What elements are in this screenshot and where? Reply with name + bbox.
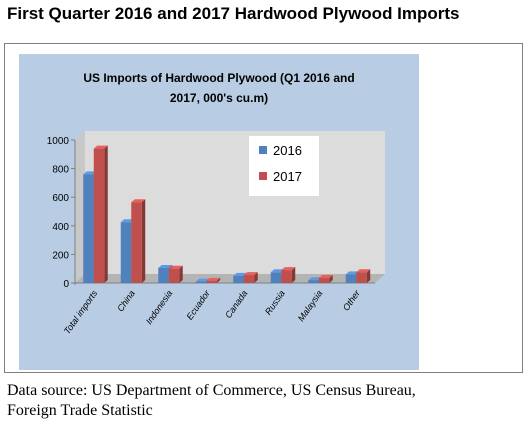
- chart-title-line2: 2017, 000's cu.m): [170, 91, 268, 105]
- bar-top: [281, 267, 296, 271]
- bar-side: [104, 145, 108, 283]
- bar-top: [206, 277, 221, 281]
- chart-title-line1: US Imports of Hardwood Plywood (Q1 2016 …: [83, 71, 354, 85]
- y-tick-label: 0: [63, 279, 69, 290]
- bar-side: [141, 199, 146, 283]
- bar-top: [131, 199, 146, 203]
- bar: [131, 202, 142, 283]
- bar: [243, 275, 255, 283]
- page-heading: First Quarter 2016 and 2017 Hardwood Ply…: [7, 4, 460, 23]
- bar-top: [233, 272, 248, 276]
- floor: [75, 274, 385, 283]
- bar: [308, 280, 319, 283]
- bar-side: [216, 277, 221, 283]
- side-wall: [75, 131, 85, 283]
- bar: [195, 281, 207, 283]
- bar: [83, 174, 94, 283]
- bar: [233, 275, 244, 283]
- bar: [168, 268, 180, 283]
- data-source-note: Data source: US Department of Commerce, …: [7, 381, 527, 421]
- legend: 2016 2017: [249, 136, 319, 196]
- bar: [281, 270, 292, 283]
- y-tick-label: 800: [52, 165, 69, 176]
- bar-top: [158, 264, 173, 268]
- legend-label: 2017: [273, 169, 302, 184]
- y-tick-label: 200: [52, 250, 69, 261]
- bar-top: [318, 274, 333, 278]
- legend-swatch: [259, 172, 267, 180]
- bar-side: [329, 274, 333, 283]
- bar-side: [291, 267, 296, 283]
- bar: [206, 280, 217, 283]
- bar-side: [254, 272, 258, 283]
- legend-swatch: [259, 146, 267, 154]
- bar: [318, 277, 330, 283]
- bar: [356, 272, 367, 283]
- bar: [158, 267, 169, 283]
- bar-top: [93, 145, 108, 149]
- legend-label: 2016: [273, 143, 302, 158]
- y-tick-label: 600: [52, 193, 69, 204]
- y-tick-label: 400: [52, 222, 69, 233]
- y-tick-label: 1000: [47, 136, 70, 147]
- bar-chart: US Imports of Hardwood Plywood (Q1 2016 …: [19, 54, 419, 370]
- bar: [270, 272, 282, 283]
- chart-frame: US Imports of Hardwood Plywood (Q1 2016 …: [4, 43, 523, 373]
- bar-top: [195, 278, 210, 282]
- bar: [93, 148, 105, 283]
- bar: [120, 222, 132, 283]
- bar-side: [179, 265, 183, 283]
- bar-side: [366, 269, 371, 283]
- bar-top: [356, 269, 371, 273]
- bar: [345, 274, 357, 283]
- source-line-1: Data source: US Department of Commerce, …: [7, 382, 416, 399]
- source-line-2: Foreign Trade Statistic: [7, 402, 153, 419]
- bar-top: [168, 265, 183, 269]
- bar-top: [243, 272, 258, 276]
